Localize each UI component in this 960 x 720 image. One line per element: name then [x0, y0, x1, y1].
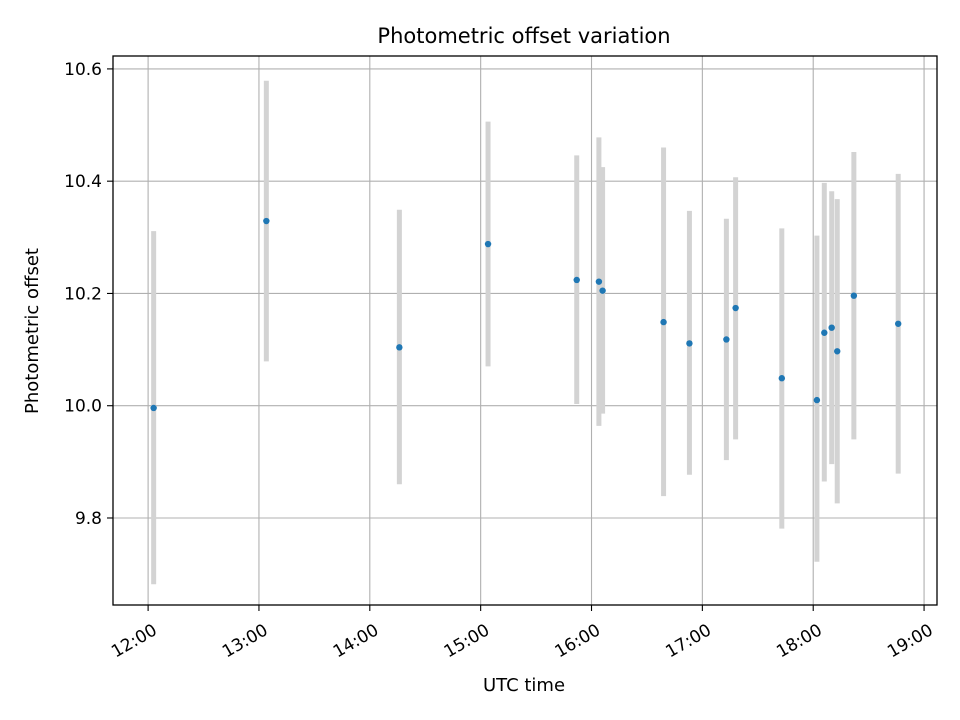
x-axis-label: UTC time	[483, 675, 565, 696]
plot-frame	[112, 55, 938, 606]
data-point	[850, 292, 858, 299]
data-point	[686, 340, 693, 347]
data-point	[821, 329, 828, 336]
data-point	[778, 375, 786, 382]
data-point	[732, 304, 739, 312]
y-tick-label: 10.2	[64, 284, 102, 304]
data-point	[396, 344, 403, 351]
data-point	[595, 278, 603, 285]
data-point	[813, 396, 821, 404]
data-point	[150, 404, 157, 412]
y-tick-label: 10.0	[64, 397, 102, 417]
y-axis-label: Photometric offset	[22, 248, 43, 414]
data-point	[828, 324, 835, 331]
data-point	[723, 336, 730, 343]
chart-title: Photometric offset variation	[377, 24, 670, 48]
data-point	[484, 240, 492, 248]
data-point	[573, 276, 580, 284]
data-point	[895, 320, 902, 327]
y-tick-label: 9.8	[75, 509, 102, 529]
data-points	[150, 217, 902, 412]
data-point	[834, 348, 841, 355]
y-tick-label: 10.6	[64, 60, 102, 80]
data-point	[599, 287, 606, 294]
y-tick-label: 10.4	[64, 172, 102, 192]
data-point	[263, 217, 270, 225]
data-point	[660, 318, 667, 326]
grid	[113, 56, 937, 605]
